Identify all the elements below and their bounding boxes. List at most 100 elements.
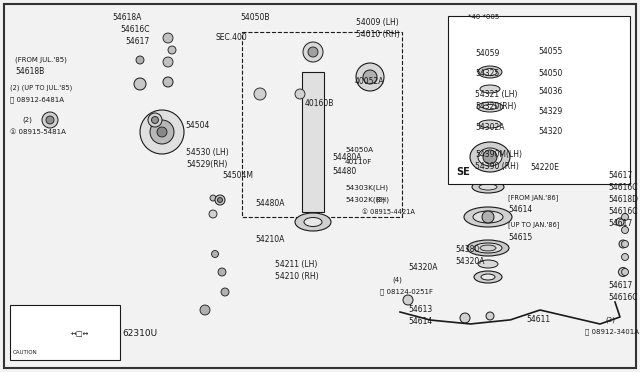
Text: [UP TO JAN.'86]: [UP TO JAN.'86] — [508, 222, 559, 228]
Text: 54529(RH): 54529(RH) — [186, 160, 227, 169]
Text: 54059: 54059 — [475, 49, 499, 58]
Text: 54210A: 54210A — [255, 235, 284, 244]
Text: 54303K(LH): 54303K(LH) — [345, 185, 388, 191]
Circle shape — [254, 88, 266, 100]
Text: 54302A: 54302A — [475, 122, 504, 131]
Text: 54380: 54380 — [455, 246, 479, 254]
Ellipse shape — [477, 102, 503, 112]
Circle shape — [150, 120, 174, 144]
Text: 40110F: 40110F — [345, 159, 372, 165]
Circle shape — [616, 218, 624, 226]
Polygon shape — [35, 104, 168, 137]
Text: 54320: 54320 — [538, 128, 563, 137]
Text: 54050B: 54050B — [240, 13, 269, 22]
Ellipse shape — [478, 260, 498, 268]
Text: 54504: 54504 — [185, 121, 209, 129]
Text: (FROM JUL.'85): (FROM JUL.'85) — [15, 57, 67, 63]
Ellipse shape — [304, 218, 322, 227]
Text: 54616C: 54616C — [120, 26, 150, 35]
Circle shape — [460, 313, 470, 323]
Ellipse shape — [464, 207, 512, 227]
Ellipse shape — [480, 160, 496, 164]
Circle shape — [621, 253, 628, 260]
Ellipse shape — [478, 148, 502, 166]
Text: 54390 (RH): 54390 (RH) — [475, 163, 519, 171]
Circle shape — [308, 47, 318, 57]
Circle shape — [140, 110, 184, 154]
Text: 40052A: 40052A — [355, 77, 385, 87]
Text: 54009 (LH): 54009 (LH) — [356, 17, 399, 26]
Text: 54617: 54617 — [608, 171, 632, 180]
Circle shape — [218, 198, 223, 202]
Text: Ⓝ 08912-6481A: Ⓝ 08912-6481A — [10, 97, 64, 103]
Circle shape — [303, 42, 323, 62]
Ellipse shape — [479, 184, 497, 190]
Polygon shape — [188, 210, 248, 327]
Text: 54480: 54480 — [332, 167, 356, 176]
Text: 54618D: 54618D — [608, 196, 638, 205]
Circle shape — [221, 288, 229, 296]
Circle shape — [218, 268, 226, 276]
Circle shape — [42, 112, 58, 128]
Ellipse shape — [467, 240, 509, 256]
Text: 54617: 54617 — [125, 38, 149, 46]
Ellipse shape — [472, 181, 504, 193]
Text: [FROM JAN.'86]: [FROM JAN.'86] — [508, 195, 558, 201]
Ellipse shape — [479, 120, 501, 128]
Text: 54220E: 54220E — [530, 163, 559, 171]
Ellipse shape — [472, 136, 504, 148]
Text: 54050A: 54050A — [345, 147, 373, 153]
Text: ① 08915-5481A: ① 08915-5481A — [10, 129, 66, 135]
Circle shape — [621, 269, 628, 276]
Circle shape — [163, 57, 173, 67]
Circle shape — [152, 116, 159, 124]
Text: 54618B: 54618B — [15, 67, 44, 77]
Text: 54390M(LH): 54390M(LH) — [475, 151, 522, 160]
Text: 54617: 54617 — [608, 280, 632, 289]
Text: 54320(RH): 54320(RH) — [475, 103, 516, 112]
Text: 54615: 54615 — [508, 232, 532, 241]
Polygon shape — [238, 77, 320, 110]
Circle shape — [136, 56, 144, 64]
Circle shape — [211, 250, 218, 257]
Ellipse shape — [295, 213, 331, 231]
Ellipse shape — [483, 68, 497, 76]
Ellipse shape — [481, 274, 495, 280]
Circle shape — [200, 305, 210, 315]
Polygon shape — [288, 32, 338, 74]
Circle shape — [618, 267, 627, 276]
Text: SE: SE — [456, 167, 470, 177]
Text: 54611: 54611 — [526, 315, 550, 324]
Text: 54618A: 54618A — [112, 13, 141, 22]
Bar — [480, 67, 496, 107]
Polygon shape — [125, 82, 205, 182]
Circle shape — [486, 312, 494, 320]
Circle shape — [163, 33, 173, 43]
Text: (4): (4) — [392, 277, 402, 283]
Text: 54211 (LH): 54211 (LH) — [275, 260, 317, 269]
Text: 54613: 54613 — [408, 305, 432, 314]
Ellipse shape — [474, 243, 502, 253]
Text: 54614: 54614 — [408, 317, 432, 327]
Bar — [10, 305, 120, 360]
Text: 54325: 54325 — [475, 70, 499, 78]
Circle shape — [209, 210, 217, 218]
Text: 54480A: 54480A — [255, 199, 285, 208]
Text: (2) (UP TO JUL.'85): (2) (UP TO JUL.'85) — [10, 85, 72, 91]
Bar — [448, 16, 630, 184]
Text: 54050: 54050 — [538, 70, 563, 78]
Ellipse shape — [474, 271, 502, 283]
Ellipse shape — [473, 211, 503, 223]
Text: 54617: 54617 — [608, 219, 632, 228]
Text: CAUTION: CAUTION — [13, 350, 38, 356]
Text: ↔□↔: ↔□↔ — [71, 331, 89, 337]
Text: 54210 (RH): 54210 (RH) — [275, 273, 319, 282]
Ellipse shape — [483, 105, 497, 109]
Circle shape — [621, 241, 628, 247]
Text: 54320A: 54320A — [455, 257, 484, 266]
Text: 40160B: 40160B — [305, 99, 334, 109]
Text: (2): (2) — [605, 317, 615, 323]
Text: 54616C: 54616C — [608, 292, 637, 301]
Text: 54480A: 54480A — [332, 153, 362, 161]
Circle shape — [403, 295, 413, 305]
